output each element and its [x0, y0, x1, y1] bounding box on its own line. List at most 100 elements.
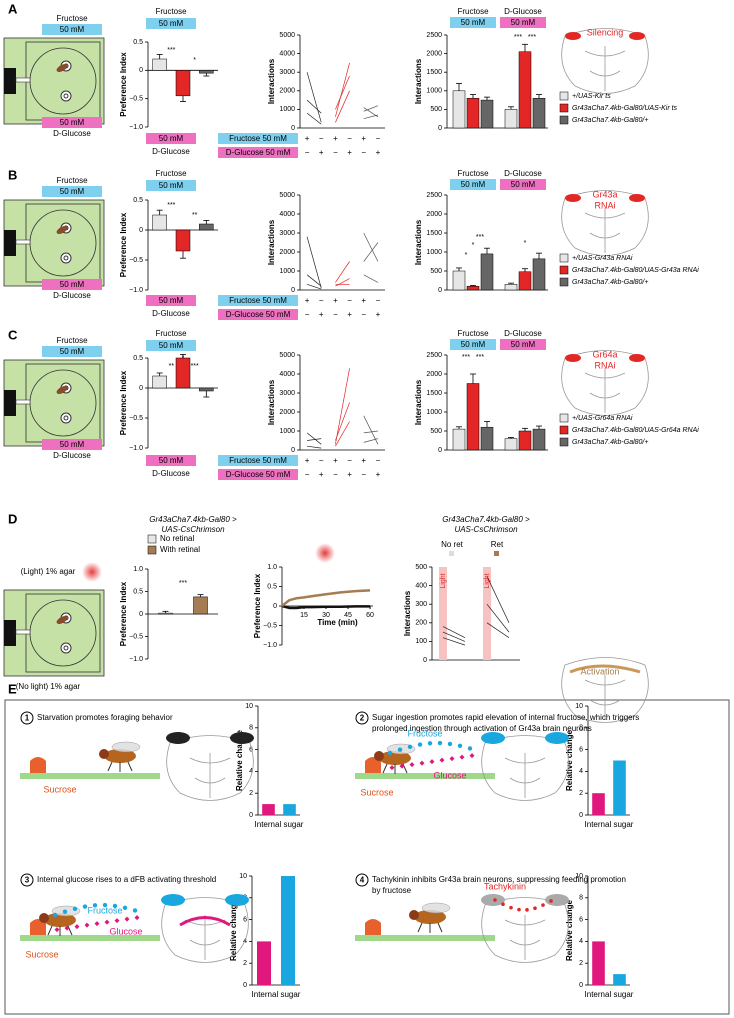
y-tick-label: 2000	[426, 211, 442, 218]
y-tick-label: 0.5	[267, 583, 277, 590]
stimulus-label: Fructose	[155, 329, 187, 338]
agar-strip	[20, 935, 160, 941]
y-tick-label: 500	[415, 564, 427, 571]
stimulus-label: D-Glucose	[152, 469, 190, 478]
y-tick-label: 0	[243, 982, 247, 989]
series-line	[281, 604, 371, 610]
fructose-dot	[52, 912, 58, 918]
significance: ***	[167, 202, 175, 209]
panel-letter: D	[8, 511, 17, 526]
legend-swatch	[559, 425, 569, 435]
y-axis-label: Preference Index	[119, 52, 128, 117]
brain	[481, 735, 569, 801]
group-swatch	[494, 551, 499, 556]
fructose-dot	[122, 905, 128, 910]
stimulus-label: D-Glucose	[504, 329, 542, 338]
y-tick-label: 10	[575, 703, 583, 710]
fructose-dot	[457, 743, 463, 748]
stimulus-label: Fructose	[56, 14, 88, 23]
glucose-dot	[104, 919, 110, 925]
step-text: Tachykinin inhibits Gr43a brain neurons,…	[372, 875, 626, 884]
y-tick-label: −0.5	[129, 415, 143, 422]
condition-box	[146, 180, 196, 191]
condition-sign: +	[361, 134, 366, 143]
significance: ***	[528, 34, 536, 41]
condition-box	[42, 24, 102, 35]
paired-line	[363, 232, 379, 262]
condition-sign: −	[333, 310, 338, 319]
brain-region	[629, 354, 645, 362]
paired-line	[363, 430, 378, 434]
y-tick-label: 10	[575, 873, 583, 880]
significance: *	[524, 240, 527, 247]
substance-label: Fructose	[87, 905, 122, 915]
fructose-dot	[397, 747, 403, 752]
condition-box	[450, 339, 496, 350]
fructose-dot	[62, 909, 68, 914]
brain-label: RNAi	[594, 200, 615, 210]
significance: ***	[167, 47, 175, 54]
substance-label: Sucrose	[360, 787, 393, 797]
y-tick-label: 1500	[426, 230, 442, 237]
y-axis-label: Interactions	[414, 379, 423, 425]
brain-region	[481, 732, 505, 744]
condition-label: Fructose 50 mM	[229, 456, 287, 465]
bar	[532, 428, 546, 451]
paired-line	[335, 368, 350, 445]
fructose-dot	[407, 744, 413, 750]
brain-label: Gr43a	[592, 189, 617, 199]
x-axis-label: Internal sugar	[252, 990, 301, 999]
condition-sign: +	[376, 148, 381, 157]
y-tick-label: 200	[415, 620, 427, 627]
condition-box	[500, 17, 546, 28]
y-tick-label: 0.5	[133, 588, 143, 595]
stimulus-label: (No light) 1% agar	[16, 682, 81, 691]
condition-sign: −	[333, 470, 338, 479]
significance: ***	[476, 234, 484, 241]
agar-strip	[355, 935, 495, 941]
glucose-dot	[84, 922, 90, 928]
bar	[452, 428, 466, 451]
brain-region	[225, 894, 249, 906]
y-tick-label: 1000	[279, 106, 295, 113]
brain-region	[545, 894, 569, 906]
stimulus-label: Fructose	[56, 336, 88, 345]
sucrose-cup	[30, 757, 46, 773]
light-band	[439, 567, 447, 660]
bar	[452, 270, 466, 291]
brain-region	[161, 894, 185, 906]
glucose-dot	[54, 927, 60, 933]
stimulus-label: D-Glucose	[53, 129, 91, 138]
substance-label: Tachykinin	[484, 881, 526, 891]
bar	[152, 214, 167, 231]
condition-label: 50 mM	[60, 280, 85, 289]
y-tick-label: 4000	[279, 211, 295, 218]
stimulus-label: D-Glucose	[53, 291, 91, 300]
condition-label: 50 mM	[159, 456, 184, 465]
group-label: Ret	[491, 540, 504, 549]
y-tick-label: 8	[579, 725, 583, 732]
bar	[158, 612, 173, 615]
brain-region	[166, 732, 190, 744]
stimulus-label: Fructose	[457, 329, 489, 338]
condition-box	[42, 117, 102, 128]
panel-letter: A	[8, 1, 18, 16]
significance: **	[192, 212, 198, 219]
y-tick-label: −1.0	[129, 124, 143, 131]
substance-label: Glucose	[109, 926, 142, 936]
x-axis-label: Internal sugar	[255, 820, 304, 829]
light-band	[483, 567, 491, 660]
legend-swatch	[559, 91, 569, 101]
condition-sign: −	[333, 148, 338, 157]
significance: ***	[462, 354, 470, 361]
fructose-dot	[387, 750, 393, 756]
legend-label: Gr43aCha7.4kb-Gal80/+	[572, 439, 648, 446]
chart-title: Gr43aCha7.4kb-Gal80 >	[442, 515, 530, 524]
fructose-dot	[72, 906, 78, 912]
bar	[175, 70, 191, 97]
paired-line	[306, 112, 322, 125]
y-tick-label: 6	[579, 916, 583, 923]
y-tick-label: 1.0	[133, 566, 143, 573]
